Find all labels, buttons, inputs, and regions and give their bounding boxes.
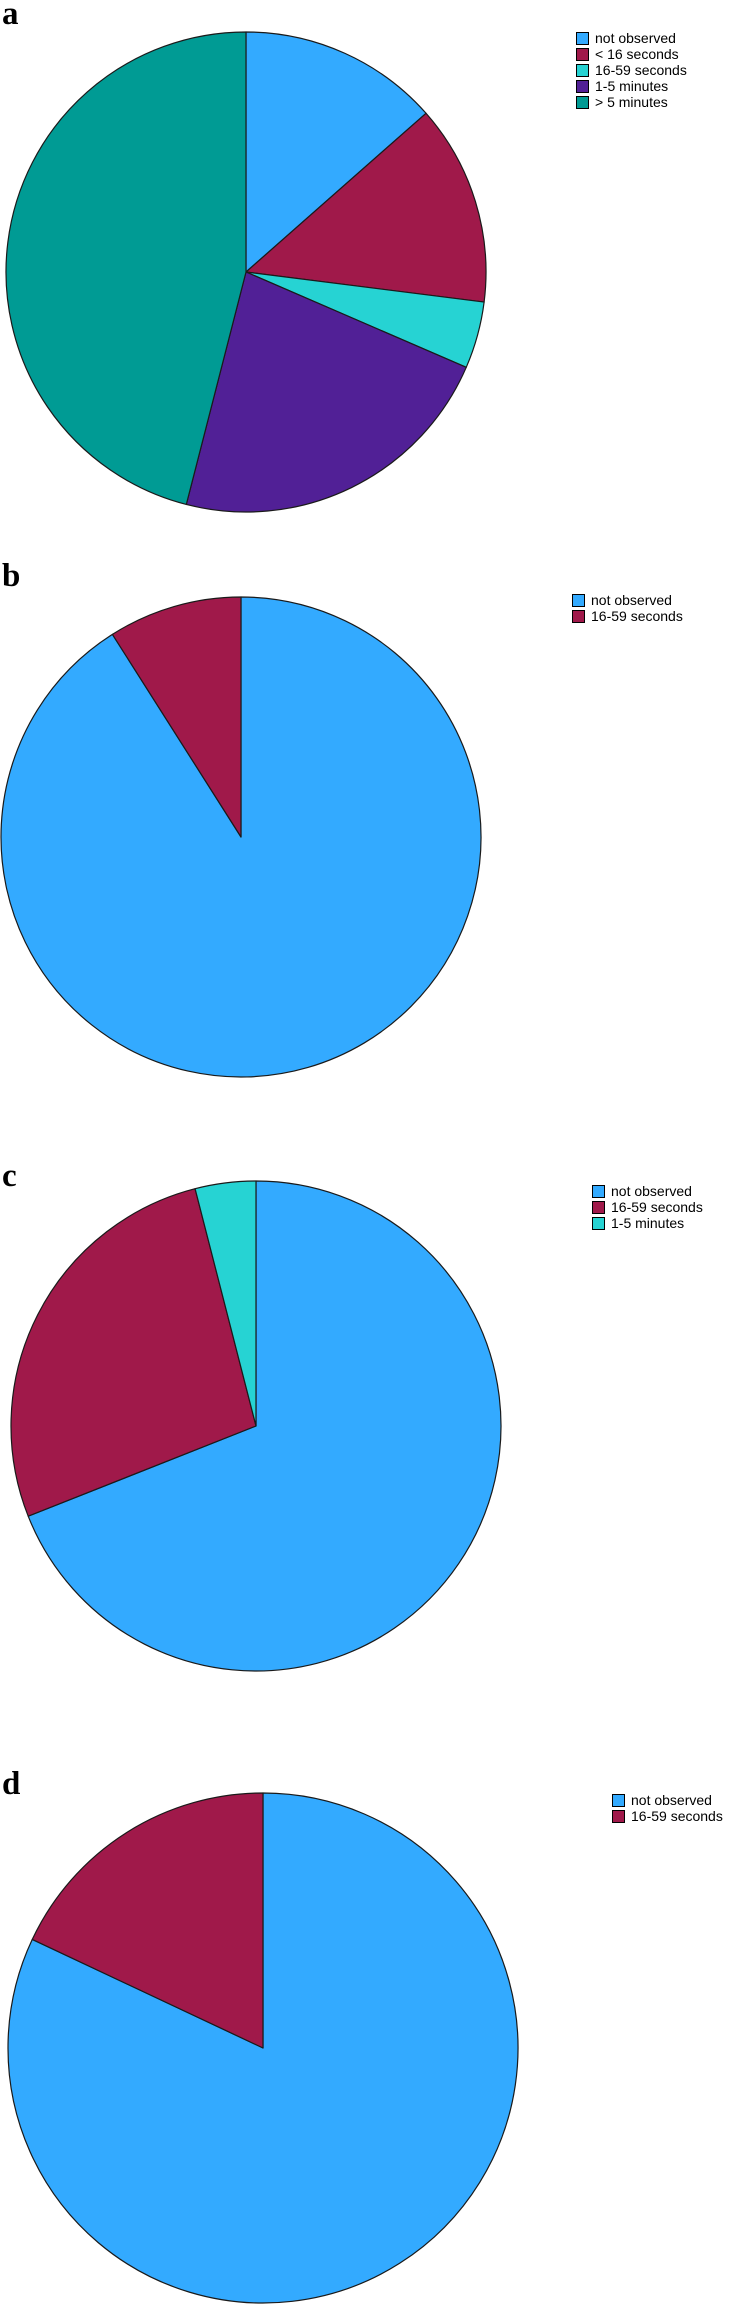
legend-label: 16-59 seconds	[631, 1808, 723, 1824]
legend-swatch	[572, 593, 585, 607]
pie-chart-c	[10, 1180, 502, 1672]
legend-label: not observed	[595, 30, 676, 46]
pie-chart-d	[7, 1792, 519, 2304]
legend-swatch	[572, 609, 585, 623]
legend-swatch	[592, 1184, 605, 1198]
legend-label: 16-59 seconds	[595, 62, 687, 78]
legend-swatch	[576, 31, 589, 45]
legend-item: 1-5 minutes	[576, 78, 687, 94]
chart-panel-d: d not observed 16-59 seconds	[0, 1766, 738, 2309]
legend-swatch	[612, 1793, 625, 1807]
pie-slice-c-16-59-seconds	[10, 1188, 257, 1517]
panel-label-c: c	[2, 1158, 17, 1194]
chart-panel-b: b not observed 16-59 seconds	[0, 558, 738, 1082]
legend-item: 16-59 seconds	[572, 608, 683, 624]
pie-slice-b-16-59-seconds	[111, 596, 242, 838]
legend-label: not observed	[591, 592, 672, 608]
legend-a: not observed < 16 seconds 16-59 seconds 1-5…	[576, 30, 687, 110]
legend-label: 1-5 minutes	[595, 78, 669, 94]
legend-swatch	[576, 63, 589, 77]
pie-slice-d-16-59-seconds	[31, 1792, 264, 2049]
pie-slice-a-1-5-minutes	[185, 271, 467, 513]
pie-slice-a-not-observed	[245, 31, 427, 273]
legend-b: not observed 16-59 seconds	[572, 592, 683, 624]
pie-slice-a-5-minutes	[5, 31, 247, 506]
legend-label: 16-59 seconds	[611, 1199, 703, 1215]
pie-slice-c-1-5-minutes	[194, 1180, 257, 1427]
legend-label: < 16 seconds	[595, 46, 679, 62]
legend-swatch	[576, 79, 589, 93]
legend-item: not observed	[572, 592, 683, 608]
legend-item: 16-59 seconds	[592, 1199, 703, 1215]
pie-slice-a-16-seconds	[245, 112, 487, 303]
chart-panel-a: a not observed < 16 seconds 16-59 seconds 1…	[0, 0, 738, 560]
legend-label: not observed	[611, 1183, 692, 1199]
legend-d: not observed 16-59 seconds	[612, 1792, 723, 1824]
legend-item: 1-5 minutes	[592, 1215, 703, 1231]
legend-item: not observed	[612, 1792, 723, 1808]
chart-panel-c: c not observed 16-59 seconds 1-5 minutes	[0, 1158, 738, 1682]
legend-item: 16-59 seconds	[612, 1808, 723, 1824]
legend-swatch	[612, 1809, 625, 1823]
panel-label-b: b	[2, 558, 21, 594]
legend-label: 16-59 seconds	[591, 608, 683, 624]
legend-label: > 5 minutes	[595, 94, 668, 110]
legend-label: not observed	[631, 1792, 712, 1808]
legend-item: not observed	[576, 30, 687, 46]
legend-item: > 5 minutes	[576, 94, 687, 110]
legend-swatch	[592, 1216, 605, 1230]
legend-label: 1-5 minutes	[611, 1215, 685, 1231]
legend-swatch	[592, 1200, 605, 1214]
pie-slice-c-not-observed	[27, 1180, 502, 1672]
pie-chart-a	[5, 31, 487, 513]
pie-chart-b	[0, 596, 482, 1078]
legend-swatch	[576, 95, 589, 109]
legend-item: not observed	[592, 1183, 703, 1199]
legend-swatch	[576, 47, 589, 61]
panel-label-d: d	[2, 1766, 21, 1802]
legend-item: 16-59 seconds	[576, 62, 687, 78]
panel-label-a: a	[2, 0, 19, 32]
legend-item: < 16 seconds	[576, 46, 687, 62]
legend-c: not observed 16-59 seconds 1-5 minutes	[592, 1183, 703, 1231]
